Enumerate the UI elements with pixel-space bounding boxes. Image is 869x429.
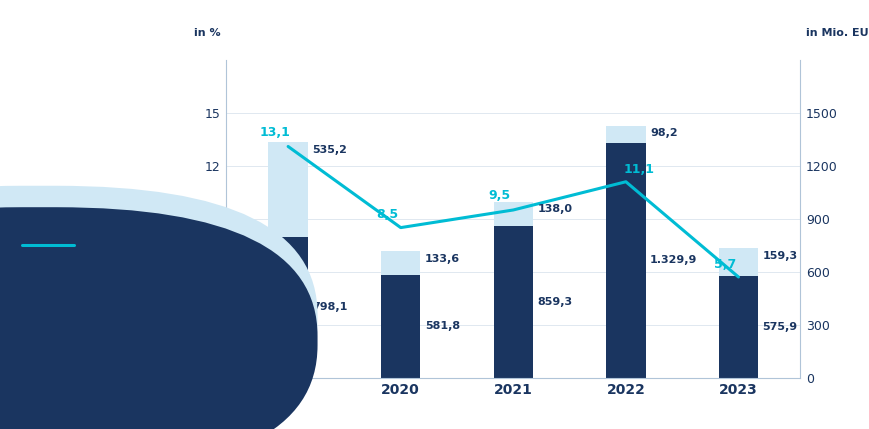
Text: gedeckter Anteil
am deutschen
Gesamtexport: gedeckter Anteil am deutschen Gesamtexpo… [80, 226, 183, 263]
Text: Kurzfristig: Kurzfristig [63, 335, 129, 346]
Text: in Mio. EUR: in Mio. EUR [806, 28, 869, 38]
Text: 798,1: 798,1 [312, 302, 348, 312]
Text: 581,8: 581,8 [424, 321, 460, 331]
Bar [269, 237, 308, 378]
Text: 98,2: 98,2 [649, 128, 677, 138]
Bar [718, 248, 757, 276]
Bar [493, 226, 533, 378]
Bar [381, 275, 420, 378]
Text: 575,9: 575,9 [762, 322, 797, 332]
Bar [718, 276, 757, 378]
Text: Mittel-/Langfristig: Mittel-/Langfristig [63, 314, 176, 324]
Text: 11,1: 11,1 [623, 163, 654, 175]
Bar [606, 143, 645, 378]
Bar [269, 142, 308, 237]
Text: 5,7: 5,7 [713, 258, 735, 271]
Text: 1.329,9: 1.329,9 [649, 255, 697, 265]
Text: 133,6: 133,6 [424, 254, 460, 264]
Text: 138,0: 138,0 [537, 204, 572, 214]
Bar [493, 202, 533, 226]
Text: 535,2: 535,2 [312, 145, 347, 155]
Text: 9,5: 9,5 [488, 189, 510, 202]
Text: 159,3: 159,3 [762, 251, 797, 260]
Text: in %: in % [194, 28, 220, 38]
Text: 8,5: 8,5 [375, 208, 398, 221]
Text: 13,1: 13,1 [259, 126, 289, 139]
Bar [606, 126, 645, 143]
Bar [381, 251, 420, 275]
Text: 859,3: 859,3 [537, 297, 572, 307]
